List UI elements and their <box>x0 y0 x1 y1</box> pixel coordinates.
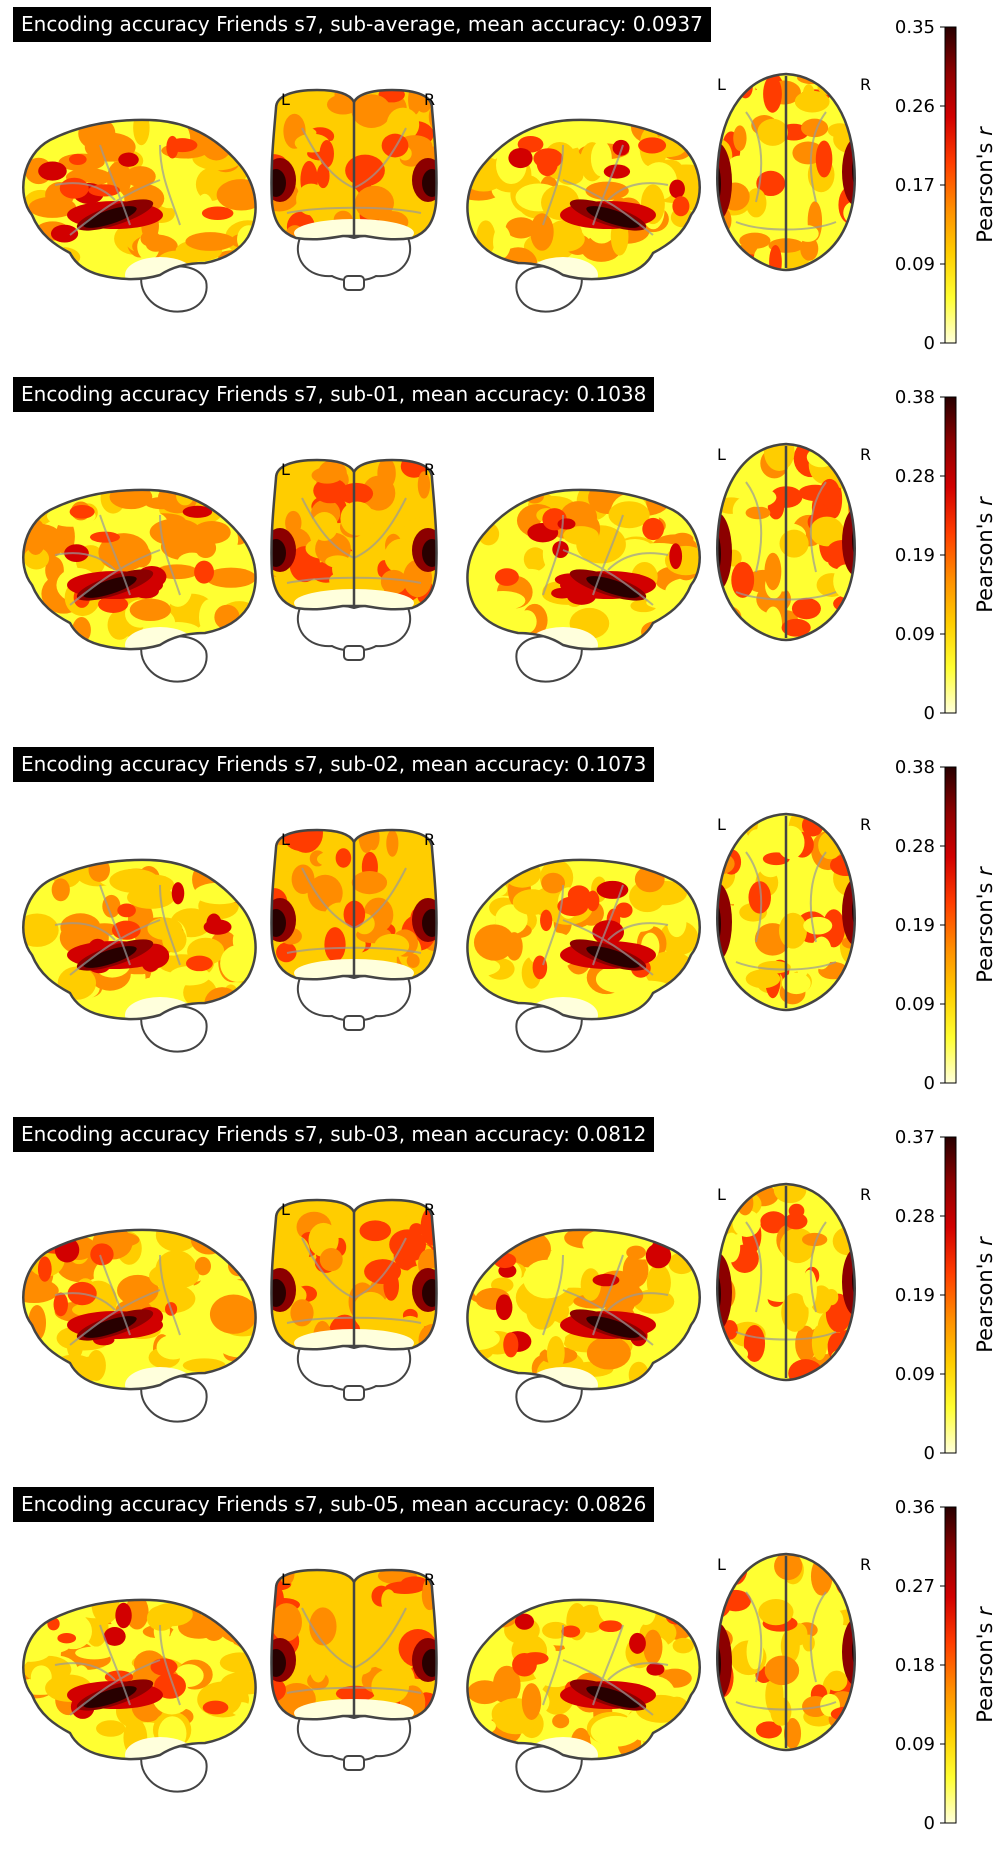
colorbar-tick-label: 0.19 <box>895 915 935 936</box>
colorbar-tick-label: 0.19 <box>895 545 935 566</box>
right-hemisphere-label: R <box>860 1185 871 1204</box>
brain-glass-views: L L R R 0.36 0.27 0.18 0.09 0 Pearson's r <box>22 1497 997 1834</box>
coronal-view <box>270 458 438 661</box>
left-hemisphere-label: L <box>281 830 290 849</box>
colorbar-tick-label: 0.35 <box>895 17 935 38</box>
right-hemisphere-label: R <box>424 830 435 849</box>
colorbar-tick-label: 0.38 <box>895 757 935 778</box>
colorbar-tick-label: 0 <box>924 333 935 354</box>
colorbar-tick-label: 0 <box>924 703 935 724</box>
colorbar-label: Pearson's r <box>973 496 997 613</box>
sagittal-left-view <box>22 1228 257 1423</box>
left-hemisphere-label: L <box>281 1570 290 1589</box>
colorbar-label: Pearson's r <box>973 1606 997 1723</box>
sagittal-left-view <box>22 488 257 683</box>
right-hemisphere-label: R <box>860 75 871 94</box>
brain-glass-views: L L R R 0.38 0.28 0.19 0.09 0 Pearson's r <box>22 757 997 1094</box>
colorbar-tick-label: 0.09 <box>895 1734 935 1755</box>
coronal-view <box>270 828 438 1031</box>
brain-glass-views: L L R R 0.38 0.28 0.19 0.09 0 Pearson's r <box>22 387 997 724</box>
colorbar-label: Pearson's r <box>973 126 997 243</box>
left-hemisphere-label: L <box>717 75 726 94</box>
colorbar-tick-label: 0.28 <box>895 466 935 487</box>
right-hemisphere-label: R <box>424 1570 435 1589</box>
brain-panel: L L R R 0.38 0.28 0.19 0.09 0 Pearson's r Encoding… <box>0 740 1004 1110</box>
panel-title: Encoding accuracy Friends s7, sub-05, me… <box>13 1487 655 1522</box>
colorbar-tick-label: 0.09 <box>895 624 935 645</box>
colorbar-tick-label: 0.36 <box>895 1497 935 1518</box>
left-hemisphere-label: L <box>281 1200 290 1219</box>
colorbar-tick-label: 0.09 <box>895 254 935 275</box>
colorbar-tick-label: 0.38 <box>895 387 935 408</box>
right-hemisphere-label: R <box>860 1555 871 1574</box>
sagittal-left-view <box>22 858 257 1053</box>
left-hemisphere-label: L <box>281 90 290 109</box>
coronal-view <box>270 1568 438 1771</box>
colorbar-tick-label: 0 <box>924 1073 935 1094</box>
right-hemisphere-label: R <box>424 460 435 479</box>
colorbar <box>944 1506 957 1824</box>
brain-panel: L L R R 0.35 0.26 0.17 0.09 0 Pearson's r Encoding… <box>0 0 1004 370</box>
colorbar-tick-label: 0.37 <box>895 1127 935 1148</box>
colorbar-label: Pearson's r <box>973 1236 997 1353</box>
sagittal-right-view <box>466 858 701 1053</box>
colorbar-tick-label: 0.28 <box>895 836 935 857</box>
right-hemisphere-label: R <box>860 815 871 834</box>
axial-view <box>716 1552 856 1752</box>
sagittal-right-view <box>466 1598 701 1793</box>
brain-panel: L L R R 0.36 0.27 0.18 0.09 0 Pearson's r Encoding… <box>0 1480 1004 1850</box>
colorbar-tick-label: 0.26 <box>895 96 935 117</box>
sagittal-left-view <box>22 118 257 313</box>
colorbar-tick-label: 0 <box>924 1813 935 1834</box>
right-hemisphere-label: R <box>424 1200 435 1219</box>
left-hemisphere-label: L <box>717 1185 726 1204</box>
brain-panel: L L R R 0.37 0.28 0.19 0.09 0 Pearson's r Encoding… <box>0 1110 1004 1480</box>
colorbar-tick-label: 0.09 <box>895 1364 935 1385</box>
colorbar-tick-label: 0.19 <box>895 1285 935 1306</box>
colorbar <box>944 1136 957 1454</box>
right-hemisphere-label: R <box>424 90 435 109</box>
colorbar <box>944 26 957 344</box>
sagittal-right-view <box>466 118 701 313</box>
coronal-view <box>270 88 438 291</box>
panel-title: Encoding accuracy Friends s7, sub-03, me… <box>13 1117 655 1152</box>
axial-view <box>716 442 856 642</box>
colorbar-tick-label: 0.18 <box>895 1655 935 1676</box>
right-hemisphere-label: R <box>860 445 871 464</box>
colorbar-tick-label: 0.27 <box>895 1576 935 1597</box>
colorbar-tick-label: 0.09 <box>895 994 935 1015</box>
left-hemisphere-label: L <box>717 815 726 834</box>
panel-title: Encoding accuracy Friends s7, sub-01, me… <box>13 377 655 412</box>
brain-glass-views: L L R R 0.35 0.26 0.17 0.09 0 Pearson's r <box>22 17 997 354</box>
colorbar-label: Pearson's r <box>973 866 997 983</box>
colorbar <box>944 396 957 714</box>
brain-panel: L L R R 0.38 0.28 0.19 0.09 0 Pearson's r Encoding… <box>0 370 1004 740</box>
colorbar-tick-label: 0.17 <box>895 175 935 196</box>
sagittal-right-view <box>466 488 701 683</box>
panel-title: Encoding accuracy Friends s7, sub-02, me… <box>13 747 655 782</box>
brain-glass-views: L L R R 0.37 0.28 0.19 0.09 0 Pearson's r <box>22 1127 997 1464</box>
colorbar <box>944 766 957 1084</box>
sagittal-left-view <box>22 1598 257 1793</box>
sagittal-right-view <box>466 1228 701 1423</box>
colorbar-tick-label: 0.28 <box>895 1206 935 1227</box>
coronal-view <box>270 1198 438 1401</box>
left-hemisphere-label: L <box>281 460 290 479</box>
colorbar-tick-label: 0 <box>924 1443 935 1464</box>
panel-title: Encoding accuracy Friends s7, sub-averag… <box>13 7 711 42</box>
axial-view <box>716 72 856 272</box>
axial-view <box>716 1182 856 1382</box>
left-hemisphere-label: L <box>717 445 726 464</box>
left-hemisphere-label: L <box>717 1555 726 1574</box>
